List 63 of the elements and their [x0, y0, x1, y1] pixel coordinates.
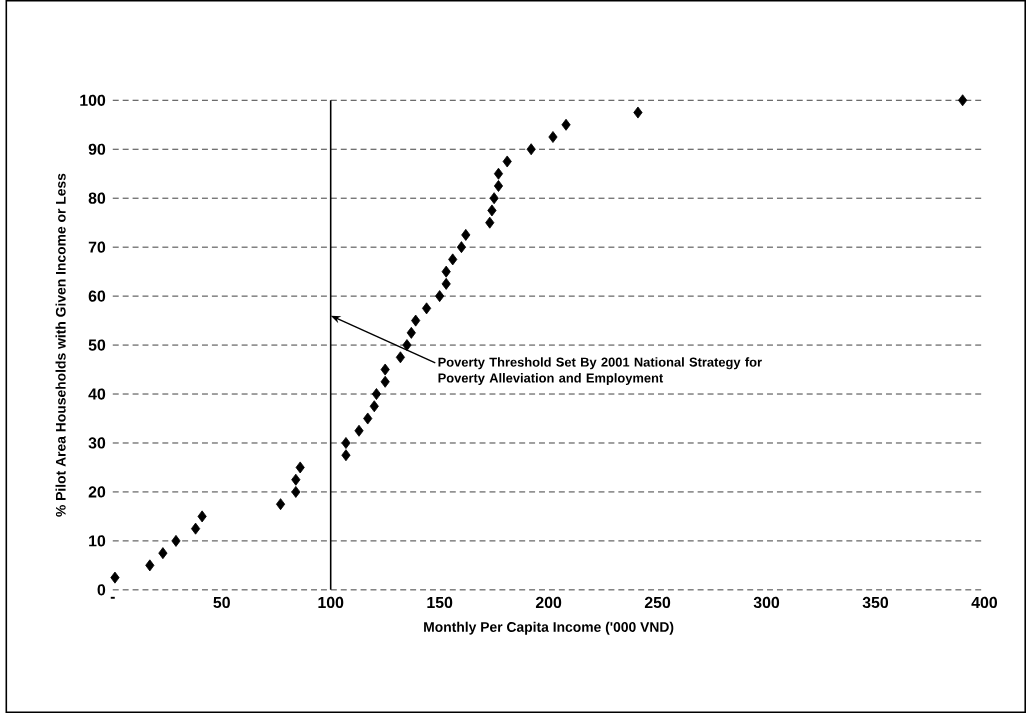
point: [411, 314, 421, 327]
y-tick-label: 80: [88, 192, 106, 204]
point: [561, 118, 571, 131]
point: [441, 277, 451, 290]
annotation: Poverty Threshold Set By 2001 National Strategy for Poverty Alleviation and Employment: [438, 357, 762, 386]
point: [369, 400, 379, 413]
point: [402, 339, 412, 351]
point: [171, 534, 181, 547]
point: [441, 265, 451, 278]
x-tick-label: 100: [318, 596, 344, 609]
x-tick-label: 300: [753, 596, 780, 609]
point: [485, 216, 495, 229]
x-tick-label: 50: [213, 596, 230, 609]
y-axis-title: % Pilot Area Households with Given Income or Less: [55, 173, 66, 517]
point: [371, 388, 382, 400]
point: [197, 510, 207, 523]
point: [276, 498, 286, 511]
x-tick-label: 250: [644, 596, 671, 609]
point: [548, 131, 558, 143]
y-tick-label: 30: [88, 437, 106, 449]
y-tick-label: 60: [88, 290, 106, 302]
point: [380, 375, 390, 388]
point: [145, 559, 155, 572]
point: [435, 290, 445, 303]
point: [461, 228, 471, 241]
x-tick-label: 400: [971, 596, 998, 609]
y-tick-label: 10: [89, 535, 106, 547]
x-axis-title: Monthly Per Capita Income ('000 VND): [424, 621, 674, 635]
point: [395, 351, 405, 364]
point: [291, 485, 301, 498]
point: [502, 155, 512, 168]
point: [354, 424, 364, 437]
point: [363, 412, 373, 425]
y-tick-label: 0: [97, 584, 106, 596]
point: [158, 547, 168, 560]
point: [422, 302, 432, 315]
point: [456, 241, 466, 254]
point: [487, 204, 497, 217]
y-tick-label: 90: [88, 143, 106, 155]
point: [526, 143, 536, 156]
x-tick-label: 350: [862, 596, 889, 609]
point: [448, 253, 458, 266]
x-tick-label: 150: [427, 596, 453, 609]
y-tick-label: 20: [88, 486, 106, 498]
point: [489, 192, 499, 205]
y-tick-label: 70: [88, 241, 106, 253]
point: [493, 180, 504, 192]
point: [291, 473, 301, 486]
point: [958, 94, 968, 107]
point: [295, 461, 305, 474]
point: [191, 522, 201, 535]
point: [341, 437, 351, 449]
y-tick-label: 40: [88, 388, 106, 400]
x-tick-label: -: [110, 596, 115, 599]
point: [110, 571, 120, 584]
y-tick-label: 100: [80, 94, 106, 106]
point: [341, 449, 351, 462]
point: [406, 326, 416, 339]
y-tick-label: 50: [88, 339, 106, 351]
x-tick-label: 200: [535, 596, 562, 609]
point: [493, 167, 504, 180]
point: [633, 106, 643, 119]
point: [380, 363, 390, 376]
